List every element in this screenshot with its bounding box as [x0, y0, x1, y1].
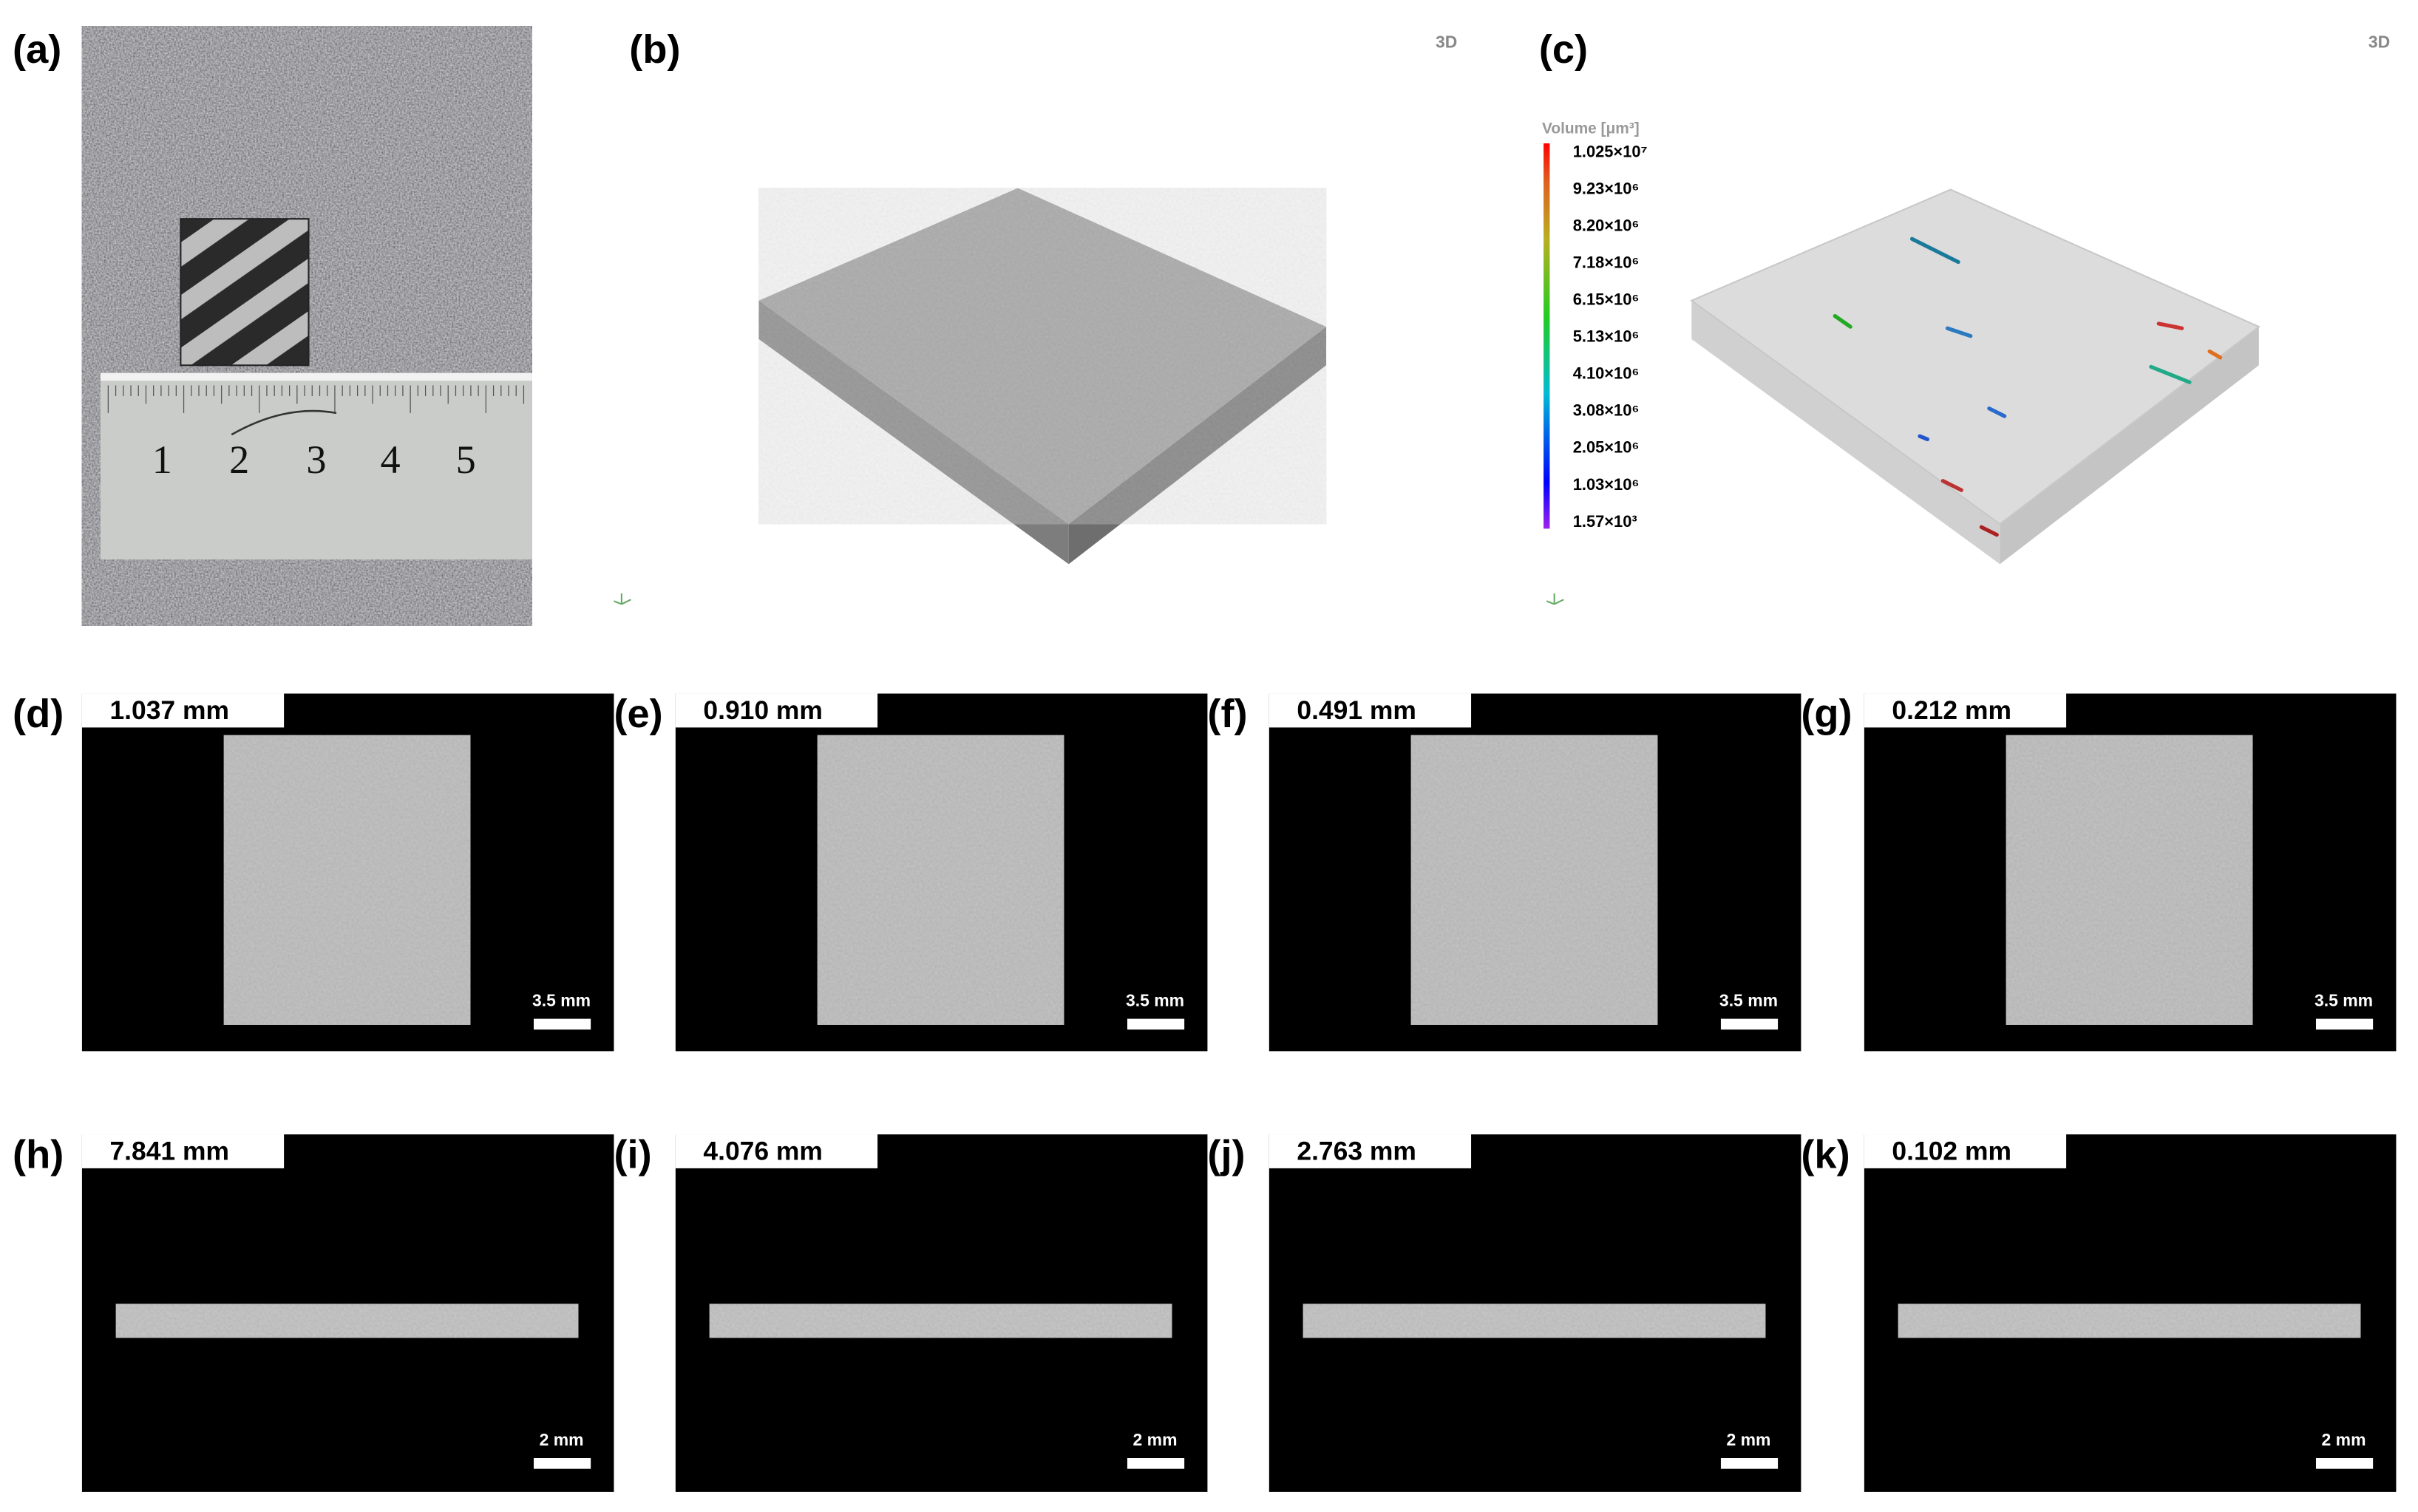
colorbar-label: 5.13×10⁶ [1573, 327, 1640, 346]
colorbar-label: 6.15×10⁶ [1573, 290, 1640, 308]
pore [1940, 479, 1963, 492]
pore [1987, 406, 2007, 418]
slice-texture [1410, 735, 1658, 1025]
ruler-number: 5 [456, 437, 476, 482]
depth-label: 2.763 mm [1297, 1136, 1416, 1165]
panel-label: (j) [1207, 1133, 1245, 1177]
slab-side [1691, 300, 2000, 565]
slice-texture [2006, 735, 2253, 1025]
depth-label: 4.076 mm [703, 1136, 823, 1165]
scale-bar [1127, 1458, 1185, 1469]
depth-label: 0.910 mm [703, 695, 823, 725]
colorbar-label: 8.20×10⁶ [1573, 216, 1640, 234]
scale-bar [1720, 1458, 1779, 1469]
scale-bar [2315, 1018, 2374, 1030]
colorbar-label: 1.57×10³ [1573, 512, 1637, 531]
depth-label: 7.841 mm [109, 1136, 229, 1165]
colorbar-label: 1.025×10⁷ [1573, 142, 1648, 160]
depth-tab [81, 1134, 285, 1168]
slice-texture [817, 735, 1064, 1025]
slice-texture [115, 1304, 579, 1338]
view-tag: 3D [1436, 32, 1457, 51]
panel-label: (a) [13, 27, 61, 72]
panel-label: (i) [614, 1133, 651, 1177]
pore [1833, 313, 1852, 329]
scale-bar [1720, 1018, 1779, 1030]
scale-bar-label: 2 mm [540, 1430, 584, 1449]
slice-texture [709, 1304, 1172, 1338]
panel-label: (k) [1801, 1133, 1850, 1177]
depth-tab [675, 1134, 878, 1168]
slice-texture [1303, 1304, 1766, 1338]
depth-label: 0.102 mm [1892, 1136, 2011, 1165]
ruler-number: 3 [306, 437, 326, 482]
panel-label: (h) [13, 1133, 64, 1177]
panel-label: (d) [13, 692, 64, 736]
ruler-edge [100, 372, 532, 381]
scale-bar-label: 3.5 mm [1719, 991, 1778, 1010]
sample [180, 218, 310, 367]
pore [1945, 326, 1973, 338]
panel-label: (e) [614, 692, 662, 736]
slice-texture [1898, 1304, 2361, 1338]
panel-label: (c) [1539, 27, 1588, 72]
depth-label: 1.037 mm [109, 695, 229, 725]
slab-texture [758, 188, 1327, 525]
colorbar-label: 9.23×10⁶ [1573, 179, 1640, 197]
depth-tab [81, 693, 285, 728]
scale-bar-label: 2 mm [1727, 1430, 1771, 1449]
depth-tab [1269, 1134, 1472, 1168]
ruler-number: 4 [380, 437, 400, 482]
ruler-number: 1 [152, 437, 172, 482]
scale-bar [533, 1018, 591, 1030]
colorbar-title: Volume [μm³] [1542, 120, 1640, 137]
scale-bar [533, 1458, 591, 1469]
depth-label: 0.491 mm [1297, 695, 1416, 725]
colorbar-label: 7.18×10⁶ [1573, 253, 1640, 271]
depth-tab [675, 693, 878, 728]
depth-tab [1864, 1134, 2067, 1168]
colorbar-label: 4.10×10⁶ [1573, 364, 1640, 383]
pore [2156, 321, 2184, 330]
scale-bar-label: 3.5 mm [1126, 991, 1184, 1010]
panel-label: (f) [1207, 692, 1247, 736]
colorbar-label: 1.03×10⁶ [1573, 475, 1640, 494]
axis-triad [614, 593, 631, 605]
ruler [100, 372, 532, 560]
view-tag: 3D [2368, 32, 2390, 51]
panel-label: (b) [629, 27, 680, 72]
pore [1979, 525, 1999, 537]
panel-label: (g) [1801, 692, 1852, 736]
slab-side [2000, 327, 2259, 565]
pore [2207, 349, 2223, 360]
scale-bar-label: 3.5 mm [532, 991, 591, 1010]
axis-triad [1546, 593, 1564, 605]
colorbar-label: 3.08×10⁶ [1573, 401, 1640, 420]
colorbar [1543, 143, 1550, 529]
scale-bar-label: 3.5 mm [2315, 991, 2373, 1010]
scale-bar-label: 2 mm [1133, 1430, 1178, 1449]
scale-bar-label: 2 mm [2322, 1430, 2366, 1449]
depth-label: 0.212 mm [1892, 695, 2011, 725]
pore [1909, 236, 1960, 265]
pore [1918, 434, 1930, 442]
pore [2149, 364, 2192, 384]
scale-bar [2315, 1458, 2374, 1469]
slab-side [758, 300, 1069, 565]
slab-top [1690, 188, 2261, 525]
colorbar-label: 2.05×10⁶ [1573, 438, 1640, 457]
slab-side [1068, 327, 1327, 565]
ruler-number: 2 [229, 437, 249, 482]
depth-tab [1864, 693, 2067, 728]
pen-mark [231, 409, 337, 436]
slice-texture [223, 735, 471, 1025]
depth-tab [1269, 693, 1472, 728]
scale-bar [1127, 1018, 1185, 1030]
